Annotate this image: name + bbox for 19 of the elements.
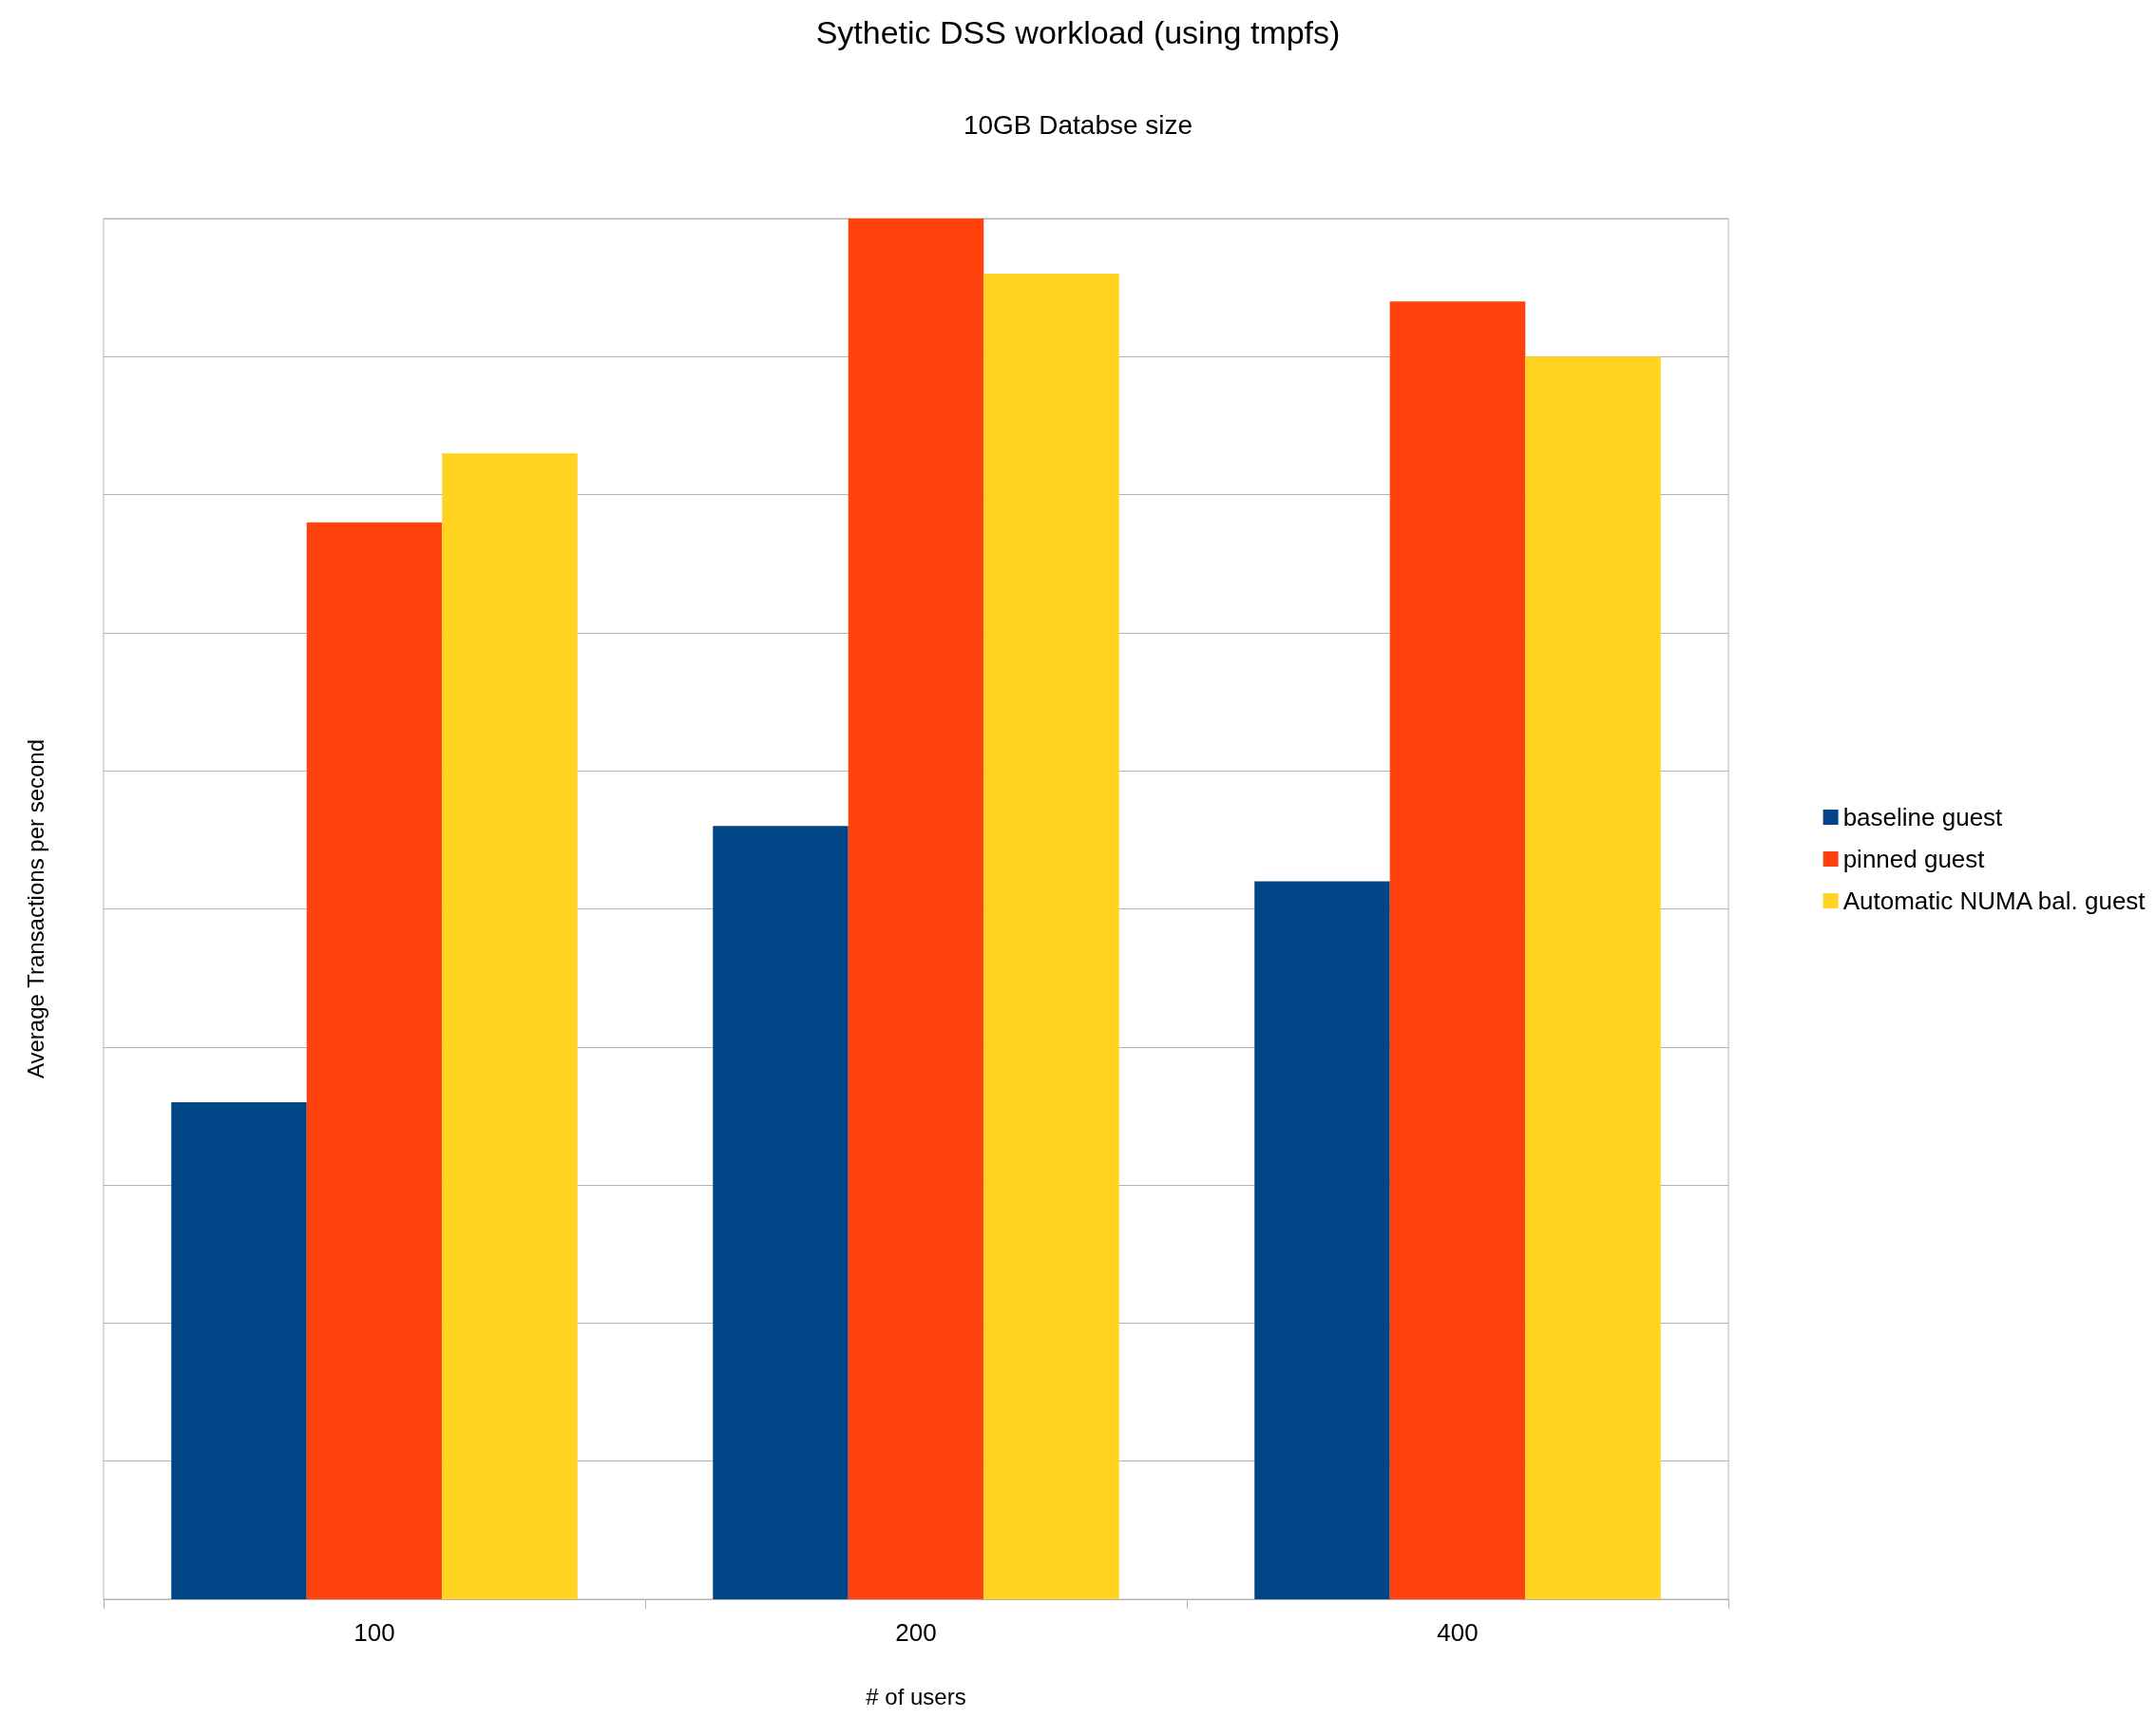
bar [1254,881,1390,1599]
x-tick-label: 400 [1437,1618,1479,1647]
legend-label: pinned guest [1842,845,1986,873]
chart-title: Sythetic DSS workload (using tmpfs) [815,14,1341,50]
bar [442,453,578,1599]
bar [171,1101,307,1599]
bar [1525,356,1661,1599]
x-axis-title: # of users [866,1683,966,1709]
x-tick-label: 200 [895,1618,937,1647]
bar [713,826,849,1599]
legend-label: baseline guest [1842,803,2004,831]
chart-subtitle: 10GB Databse size [963,109,1193,140]
bar [983,274,1119,1599]
legend-label: Automatic NUMA bal. guest [1842,887,2146,915]
bar [306,522,443,1599]
bar [848,219,984,1599]
x-tick-label: 100 [353,1618,395,1647]
bar [1389,301,1526,1599]
y-axis-title: Average Transactions per second [22,738,48,1079]
